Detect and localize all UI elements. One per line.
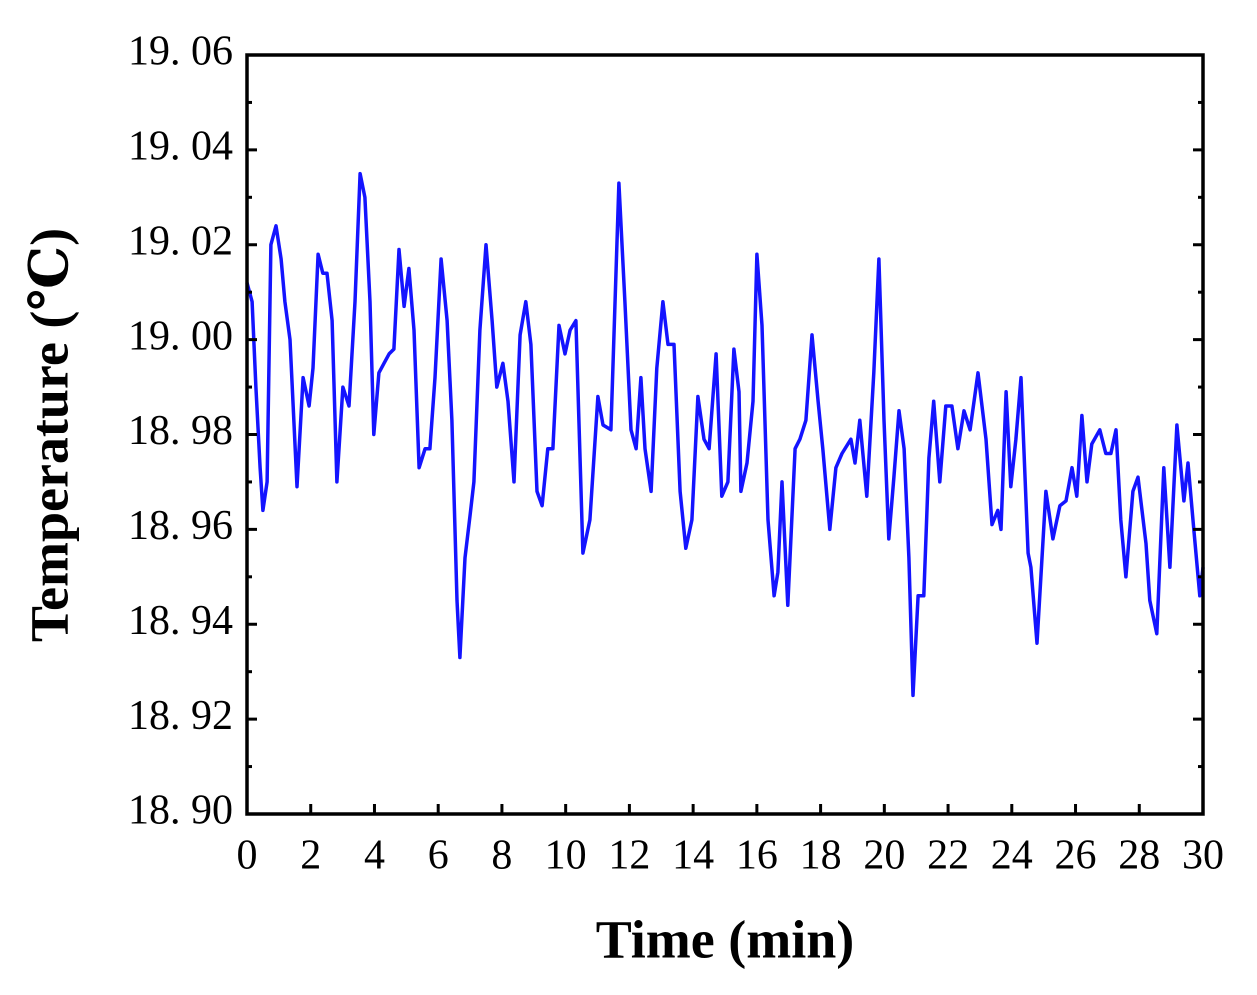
x-tick-label: 6: [428, 833, 449, 879]
y-tick-label: 19. 00: [128, 313, 233, 359]
x-tick-label: 16: [736, 833, 778, 879]
x-tick-label: 12: [608, 833, 650, 879]
x-tick-label: 20: [863, 833, 905, 879]
x-tick-label: 22: [927, 833, 969, 879]
x-tick-label: 14: [672, 833, 714, 879]
x-tick-label: 30: [1182, 833, 1224, 879]
x-tick-label: 2: [300, 833, 321, 879]
y-axis-title: Temperature (℃): [19, 228, 79, 642]
x-tick-label: 0: [237, 833, 258, 879]
x-tick-label: 26: [1055, 833, 1097, 879]
y-tick-label: 18. 98: [128, 408, 233, 454]
x-tick-label: 4: [364, 833, 385, 879]
y-tick-label: 18. 96: [128, 503, 233, 549]
x-tick-label: 10: [545, 833, 587, 879]
y-tick-label: 18. 94: [128, 598, 233, 644]
y-tick-label: 19. 04: [128, 124, 233, 170]
plot-frame: [245, 53, 1205, 816]
x-tick-label: 28: [1118, 833, 1160, 879]
x-axis-title: Time (min): [596, 909, 854, 969]
data-line: [245, 171, 1205, 698]
y-tick-label: 19. 02: [128, 218, 233, 264]
x-tick-label: 18: [800, 833, 842, 879]
y-tick-label: 19. 06: [128, 29, 233, 75]
y-tick-label: 18. 92: [128, 693, 233, 739]
x-tick-label: 24: [991, 833, 1033, 879]
x-tick-label: 8: [491, 833, 512, 879]
y-tick-label: 18. 90: [128, 788, 233, 834]
